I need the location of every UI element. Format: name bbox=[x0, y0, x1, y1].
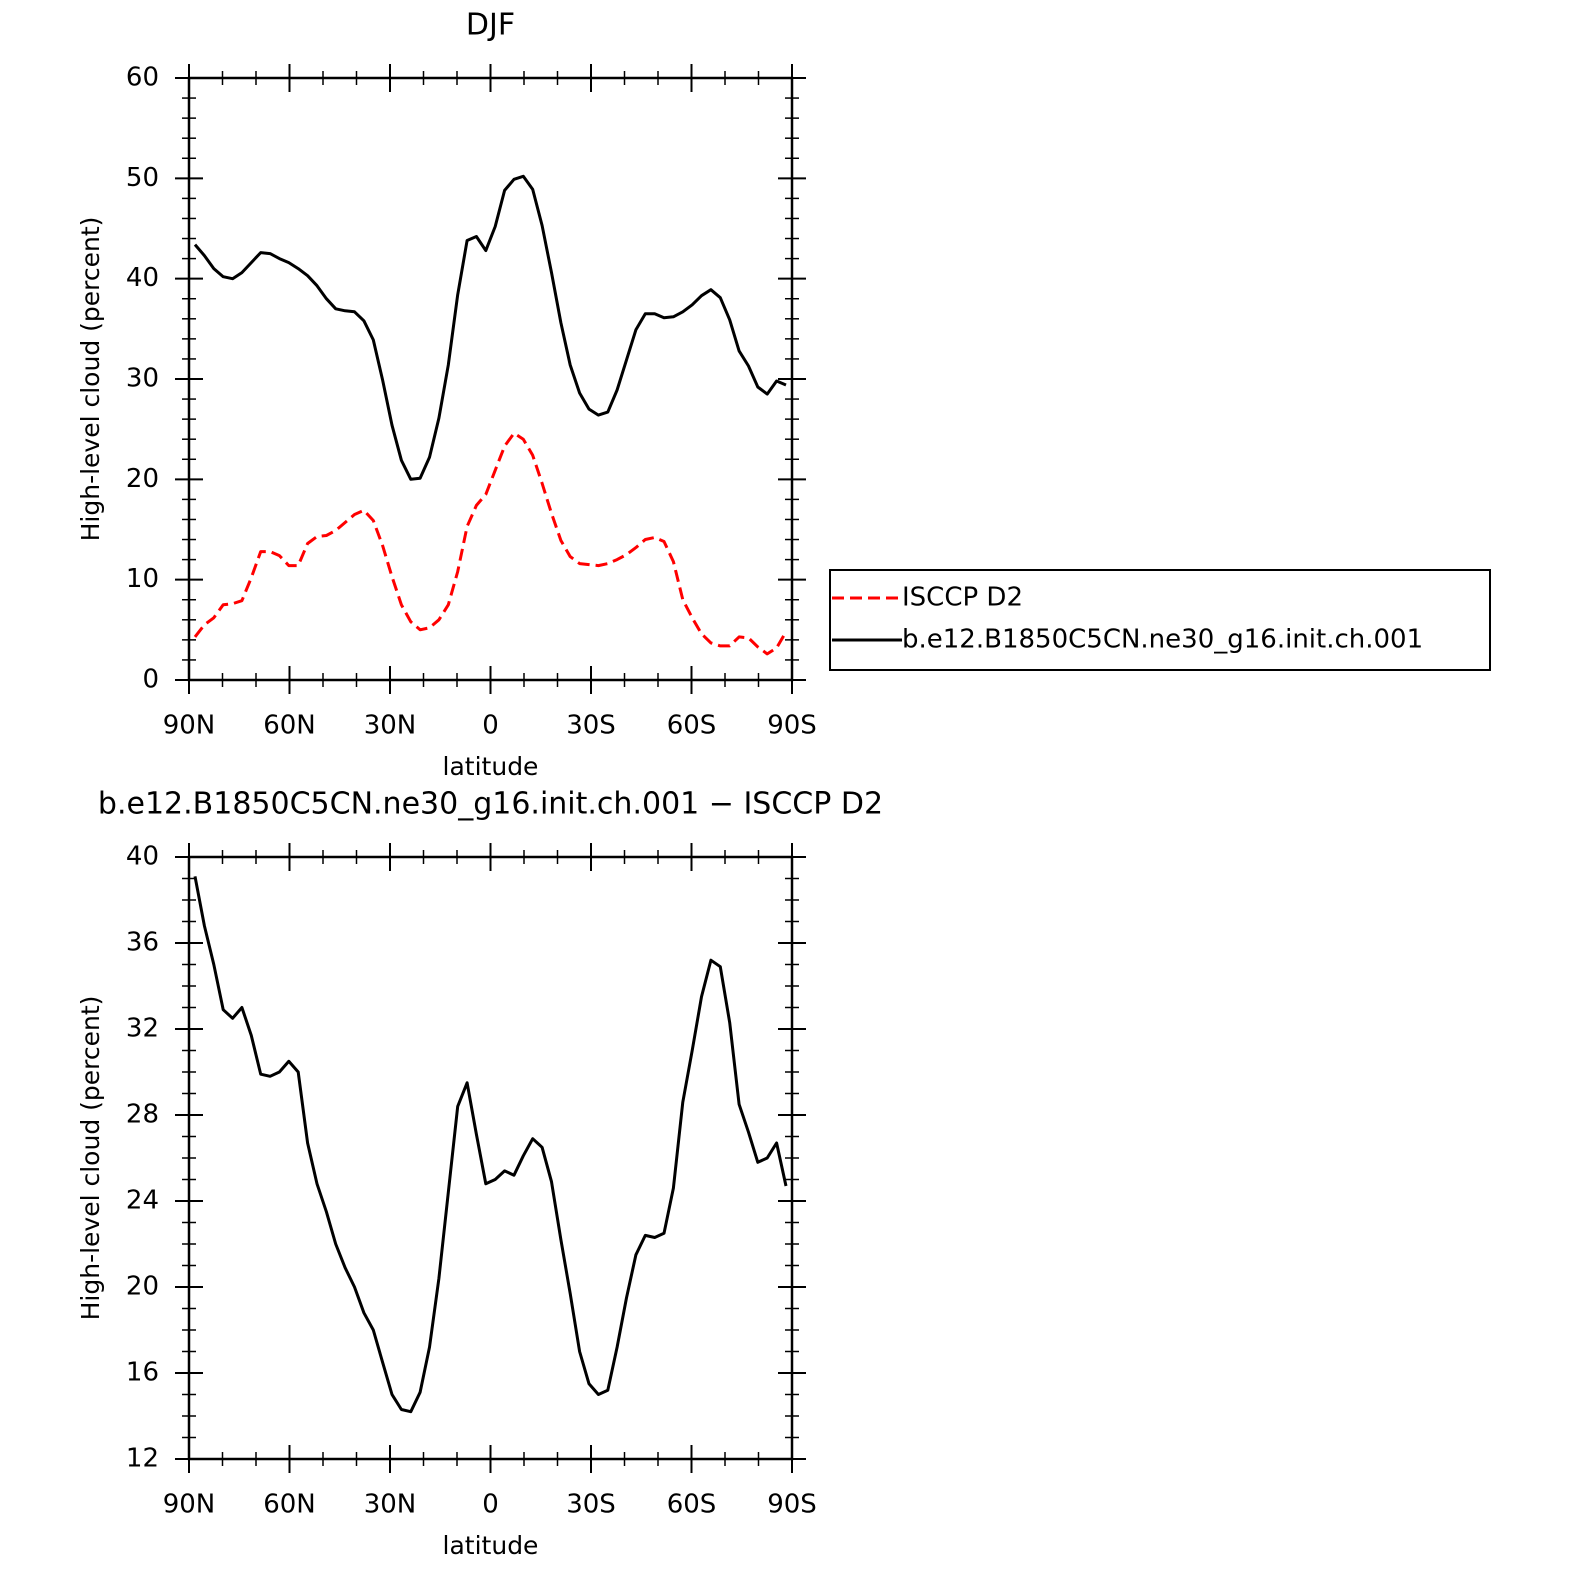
legend-label: ISCCP D2 bbox=[902, 583, 1023, 613]
y-tick-label: 0 bbox=[142, 665, 159, 695]
y-tick-label: 32 bbox=[126, 1014, 159, 1044]
data-line bbox=[193, 876, 788, 1414]
y-tick-label: 28 bbox=[126, 1100, 159, 1130]
x-tick-label: 0 bbox=[482, 711, 499, 741]
x-tick-label: 30N bbox=[364, 1490, 417, 1520]
x-tick-label: 90N bbox=[163, 711, 216, 741]
y-tick-label: 16 bbox=[126, 1358, 159, 1388]
y-tick-label: 50 bbox=[126, 163, 159, 193]
legend-box bbox=[829, 569, 1491, 671]
x-tick-label: 90S bbox=[767, 1490, 817, 1520]
x-tick-label: 60S bbox=[667, 1490, 717, 1520]
plot-frame bbox=[187, 76, 794, 682]
x-tick-label: 60N bbox=[263, 711, 316, 741]
y-tick-label: 30 bbox=[126, 364, 159, 394]
y-axis-label: High-level cloud (percent) bbox=[76, 996, 105, 1321]
chart-title: DJF bbox=[466, 8, 515, 43]
data-line bbox=[193, 174, 787, 481]
x-axis-label: latitude bbox=[443, 752, 539, 781]
x-tick-label: 30N bbox=[364, 711, 417, 741]
legend-label: b.e12.B1850C5CN.ne30_g16.init.ch.001 bbox=[902, 625, 1423, 655]
x-tick-label: 90N bbox=[163, 1490, 216, 1520]
y-tick-label: 36 bbox=[126, 928, 159, 958]
chart-title: b.e12.B1850C5CN.ne30_g16.init.ch.001 − I… bbox=[98, 787, 883, 822]
x-tick-label: 30S bbox=[566, 711, 616, 741]
x-tick-label: 90S bbox=[767, 711, 817, 741]
y-tick-label: 60 bbox=[126, 63, 159, 93]
y-tick-label: 20 bbox=[126, 1272, 159, 1302]
y-tick-label: 20 bbox=[126, 464, 159, 494]
x-axis-label: latitude bbox=[443, 1531, 539, 1560]
y-tick-label: 40 bbox=[126, 263, 159, 293]
y-axis-label: High-level cloud (percent) bbox=[76, 217, 105, 542]
x-tick-label: 0 bbox=[482, 1490, 499, 1520]
y-tick-label: 12 bbox=[126, 1444, 159, 1474]
x-tick-label: 30S bbox=[566, 1490, 616, 1520]
x-tick-label: 60S bbox=[667, 711, 717, 741]
y-tick-label: 40 bbox=[126, 842, 159, 872]
x-tick-label: 60N bbox=[263, 1490, 316, 1520]
plot-frame bbox=[187, 855, 794, 1461]
y-tick-label: 24 bbox=[126, 1186, 159, 1216]
data-line bbox=[193, 431, 788, 656]
y-tick-label: 10 bbox=[126, 564, 159, 594]
